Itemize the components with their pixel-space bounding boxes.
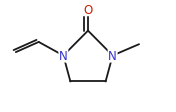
Text: O: O bbox=[83, 4, 93, 17]
Text: N: N bbox=[59, 50, 68, 62]
Text: N: N bbox=[108, 50, 117, 62]
